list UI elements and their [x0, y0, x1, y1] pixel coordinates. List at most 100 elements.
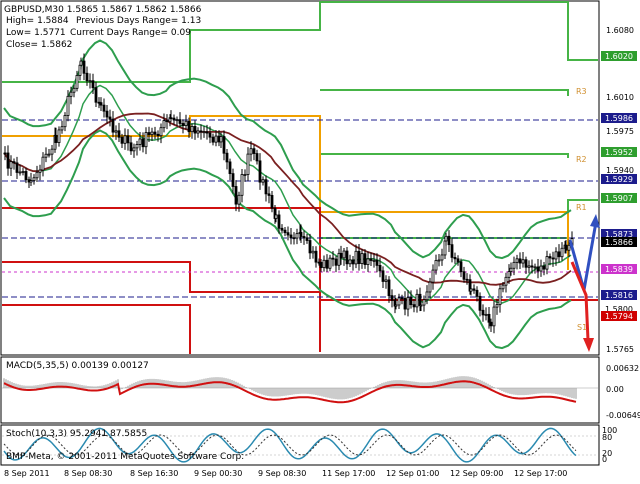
candle-body — [564, 244, 568, 251]
price-label: 1.6020 — [605, 52, 633, 61]
candle-body — [44, 153, 48, 158]
price-label-box — [601, 113, 637, 123]
candle-body — [3, 152, 7, 155]
price-label-box — [601, 229, 637, 239]
candle-body — [205, 131, 209, 134]
candle-body — [132, 147, 136, 152]
price-label-box — [601, 51, 637, 61]
candle-body — [459, 261, 463, 273]
candle-body — [475, 289, 479, 297]
candle-body — [91, 80, 95, 89]
candle-body — [69, 91, 73, 97]
candle-body — [72, 87, 76, 93]
time-label: 8 Sep 2011 — [4, 469, 50, 478]
candle-body — [54, 134, 58, 143]
arrow-up-head — [590, 214, 600, 228]
bollinger-upper — [3, 39, 572, 260]
price-labels: 1.60201.59861.59521.59291.59071.58731.58… — [601, 51, 637, 321]
candle-body — [108, 116, 112, 120]
candle-body — [6, 152, 10, 169]
time-label: 8 Sep 08:30 — [64, 469, 112, 478]
candle-body — [384, 279, 388, 282]
candle-body — [397, 297, 401, 306]
candle-body — [447, 235, 451, 246]
candle-body — [243, 174, 247, 176]
candle-body — [199, 130, 203, 133]
candle-body — [214, 135, 218, 143]
price-label-box — [601, 237, 637, 247]
stoch-tick: 100 — [602, 426, 617, 435]
price-label: 1.5794 — [605, 312, 633, 321]
candle-body — [369, 258, 373, 261]
candle-body — [440, 254, 444, 261]
candle-body — [222, 136, 226, 154]
candle-body — [24, 171, 28, 181]
candle-body — [94, 87, 98, 103]
candle-body — [501, 284, 505, 290]
candle-body — [165, 120, 169, 123]
candle-body — [289, 234, 293, 239]
candle-body — [299, 231, 303, 237]
candle-body — [162, 120, 166, 129]
candle-body — [135, 144, 139, 149]
price-label: 1.5839 — [605, 265, 633, 274]
candle-body — [246, 153, 250, 175]
candle-body — [415, 293, 419, 308]
candle-body — [190, 126, 194, 133]
candle-body — [156, 133, 160, 137]
candle-body — [512, 261, 516, 269]
candle-body — [489, 321, 493, 327]
candle-body — [515, 258, 519, 263]
candle-body — [403, 297, 407, 310]
candle-body — [261, 179, 265, 183]
candle-body — [527, 265, 531, 268]
arrow-down-path — [570, 261, 590, 341]
price-axis[interactable]: 1.6080 1.6010 1.5975 1.5940 1.5765 — [606, 26, 634, 354]
candle-body — [172, 117, 176, 121]
candle-body — [255, 153, 259, 162]
candle-body — [412, 304, 416, 308]
candle-body — [334, 258, 338, 266]
time-axis[interactable]: 8 Sep 2011 8 Sep 08:30 8 Sep 16:30 9 Sep… — [4, 469, 567, 478]
candle-body — [518, 258, 522, 264]
candle-body — [175, 119, 179, 122]
candle-body — [548, 256, 552, 259]
candle-body — [141, 138, 145, 148]
candle-body — [159, 127, 163, 137]
candle-body — [228, 161, 232, 175]
stoch-tick: 0 — [602, 455, 607, 464]
candle-body — [258, 160, 262, 183]
candle-body — [50, 148, 54, 155]
candle-body — [12, 161, 16, 164]
candle-body — [75, 75, 79, 89]
candle-body — [498, 288, 502, 306]
bollinger-lower — [3, 129, 572, 350]
forecast-arrows — [568, 214, 600, 352]
candle-body — [237, 194, 241, 205]
price-label-box — [601, 174, 637, 184]
stoch-pane[interactable] — [0, 424, 600, 466]
candle-body — [419, 304, 423, 307]
candle-body — [99, 102, 103, 106]
candle-body — [437, 259, 441, 262]
level-line — [2, 261, 321, 352]
stoch-main — [3, 427, 577, 463]
candle-body — [478, 295, 482, 311]
candle-body — [117, 130, 121, 138]
candle-body — [202, 131, 206, 134]
candle-body — [560, 247, 564, 258]
candle-body — [325, 259, 329, 269]
candle-body — [422, 299, 426, 306]
candle-body — [481, 309, 485, 316]
candle-body — [15, 162, 19, 173]
candle-body — [187, 120, 191, 133]
candle-body — [434, 260, 438, 271]
candle-body — [492, 306, 496, 327]
candle-body — [431, 269, 435, 283]
price-tick: 1.6080 — [606, 26, 634, 35]
candle-body — [126, 135, 130, 144]
candle-body — [277, 214, 281, 229]
candle-body — [41, 156, 45, 171]
